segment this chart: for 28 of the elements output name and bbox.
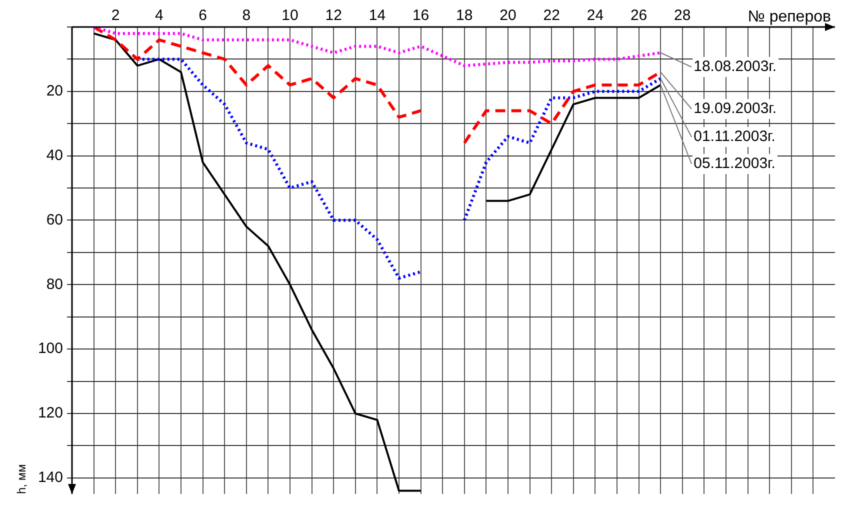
y-axis-title: h, мм	[14, 464, 28, 494]
y-tick-label: 100	[38, 340, 63, 358]
text: 18.08.2003г.	[694, 58, 776, 76]
y-tick-label: 120	[38, 404, 63, 422]
y-tick-label: 20	[46, 82, 63, 100]
y-tick-label: 140	[38, 469, 63, 486]
x-tick-label: 20	[500, 7, 516, 24]
x-tick-label: 4	[155, 7, 164, 24]
x-tick-label: 14	[368, 7, 386, 24]
x-tick-label: 10	[282, 7, 298, 24]
line-series	[92, 27, 662, 68]
x-axis-title: № реперов	[748, 8, 831, 26]
text: 01.11.2003г.	[694, 128, 776, 146]
x-tick-label: 6	[198, 7, 207, 24]
x-tick-label: 18	[456, 7, 473, 24]
x-tick-label: 24	[586, 7, 604, 24]
y-tick-label: 80	[46, 276, 63, 293]
text: 05.11.2003г.	[694, 155, 776, 172]
x-tick-label: 16	[412, 7, 430, 24]
text: 19.09.2003г.	[694, 100, 776, 118]
x-tick-label: 8	[242, 7, 251, 24]
x-tick-label: 28	[674, 7, 691, 24]
y-tick-label: 40	[46, 146, 63, 164]
x-tick-label: 12	[325, 7, 342, 24]
x-tick-label: 26	[630, 7, 648, 24]
y-tick-label: 60	[46, 211, 63, 228]
x-tick-label: 22	[543, 7, 560, 24]
x-tick-label: 2	[111, 7, 120, 24]
